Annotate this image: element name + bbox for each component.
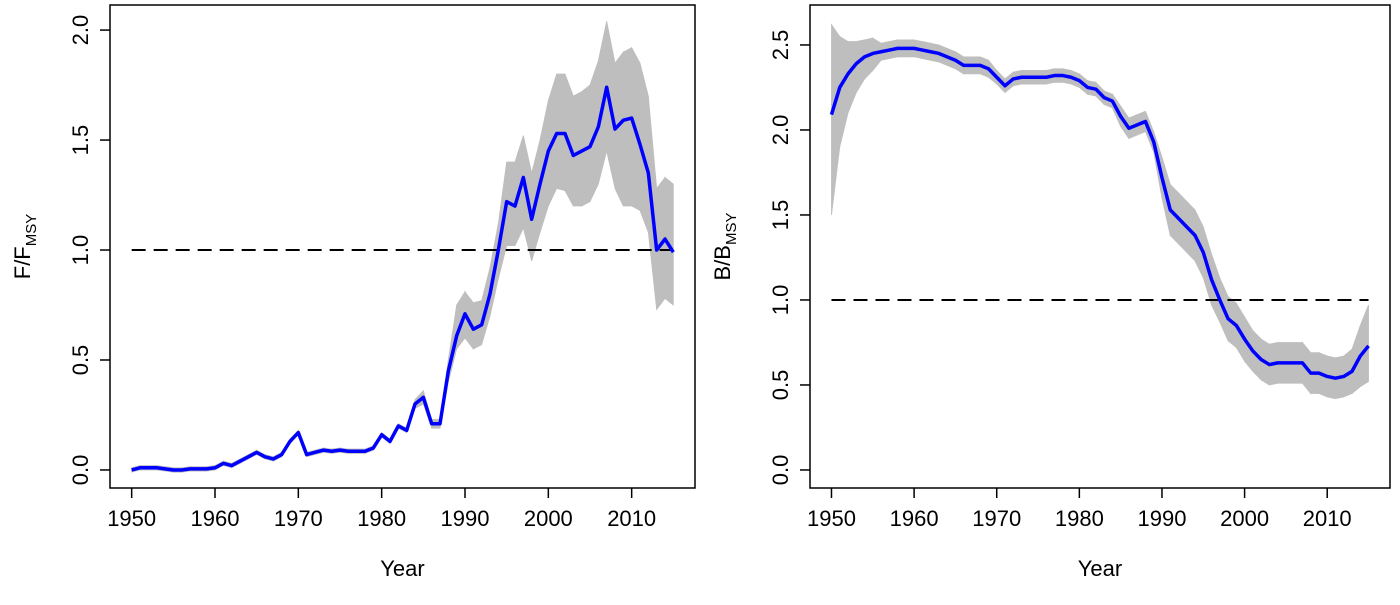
x-tick-label: 1950 (107, 506, 156, 531)
plot-frame (109, 4, 696, 489)
x-tick-label: 1970 (972, 506, 1021, 531)
confidence-band (664, 176, 674, 306)
x-tick-label: 1970 (274, 506, 323, 531)
y-axis-label: F/FMSY (10, 214, 40, 280)
y-tick-label: 1.5 (768, 200, 793, 231)
x-tick-label: 2010 (607, 506, 656, 531)
x-tick-label: 1980 (1055, 506, 1104, 531)
y-axis-label-sub: MSY (23, 214, 40, 247)
data-line (829, 46, 1370, 380)
y-tick-label: 1.0 (768, 285, 793, 316)
x-tick-label: 2010 (1303, 506, 1352, 531)
y-tick-label: 0.0 (768, 455, 793, 486)
x-tick-label: 1960 (191, 506, 240, 531)
y-axis-label-sub: MSY (723, 213, 740, 246)
y-tick-label: 0.5 (68, 345, 93, 376)
confidence-band (572, 90, 583, 207)
confidence-band (831, 23, 841, 216)
y-axis-label: B/BMSY (710, 213, 740, 281)
y-tick-label: 2.5 (768, 30, 793, 61)
x-tick-label: 1980 (357, 506, 406, 531)
x-axis-label: Year (380, 556, 424, 581)
x-tick-label: 2000 (1220, 506, 1269, 531)
x-tick-label: 1990 (1137, 506, 1186, 531)
confidence-band (839, 35, 849, 148)
panel: 1950 1960 1970 1980 1990 2000 2010 0.0 0.5 1.0 1.5… (710, 4, 1391, 581)
y-tick-label: 1.5 (68, 125, 93, 156)
y-tick-label: 1.0 (68, 235, 93, 266)
data-line (131, 85, 675, 472)
confidence-band (622, 47, 633, 207)
confidence-band (847, 41, 857, 114)
x-tick-label: 1960 (890, 506, 939, 531)
y-tick-label: 0.5 (768, 370, 793, 401)
x-tick-label: 1950 (807, 506, 856, 531)
y-axis-label-main: B/B (710, 245, 735, 280)
confidence-band (864, 37, 874, 80)
confidence-band (855, 39, 865, 94)
y-tick-label: 0.0 (68, 455, 93, 486)
y-axis-label-main: F/F (10, 246, 35, 279)
y-tick-label: 2.0 (768, 115, 793, 146)
y-tick-label: 2.0 (68, 15, 93, 46)
panel: 1950 1960 1970 1980 1990 2000 2010 0.0 0.5 1.0 1.5… (10, 4, 696, 581)
x-tick-label: 2000 (524, 506, 573, 531)
x-axis-label: Year (1078, 556, 1122, 581)
confidence-band (1359, 304, 1369, 388)
x-tick-label: 1990 (441, 506, 490, 531)
plot-frame (809, 4, 1391, 489)
